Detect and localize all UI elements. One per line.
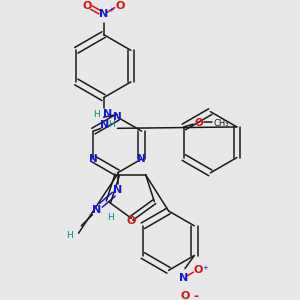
Text: H: H [107,213,113,222]
Text: -: - [194,290,199,300]
Text: O: O [180,291,190,300]
Text: O: O [82,1,92,11]
Text: N: N [137,154,146,164]
Text: O: O [193,266,203,275]
Text: N: N [103,110,112,119]
Text: H: H [93,110,100,119]
Text: N: N [113,184,122,195]
Text: N: N [99,9,108,19]
Text: H: H [109,120,115,129]
Text: O: O [116,1,125,11]
Text: N: N [178,273,188,283]
Text: N: N [100,120,109,130]
Text: CH₃: CH₃ [213,119,229,128]
Text: N: N [92,205,102,215]
Text: +: + [108,7,114,13]
Text: N: N [113,112,122,122]
Text: O: O [194,118,203,128]
Text: O: O [127,216,136,226]
Text: +: + [202,265,208,271]
Text: N: N [89,154,98,164]
Text: H: H [66,231,73,240]
